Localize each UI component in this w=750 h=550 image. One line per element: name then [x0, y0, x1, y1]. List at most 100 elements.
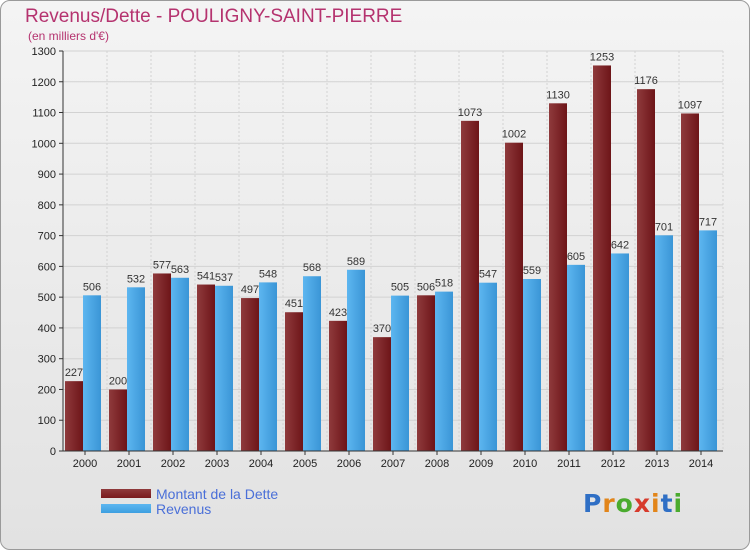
x-tick-label: 2000 — [73, 458, 97, 470]
bar-dette — [109, 389, 127, 451]
data-label-dette: 506 — [417, 281, 435, 293]
data-label-revenus: 717 — [699, 216, 717, 228]
legend-swatch-revenus — [101, 504, 151, 513]
data-label-revenus: 589 — [347, 256, 365, 268]
logo-letter: i — [651, 489, 661, 518]
data-label-dette: 423 — [329, 307, 347, 319]
legend-label-revenus: Revenus — [156, 501, 212, 517]
data-label-dette: 577 — [153, 259, 171, 271]
x-tick-label: 2014 — [689, 458, 713, 470]
bar-revenus — [215, 285, 233, 451]
bar-dette — [461, 120, 479, 451]
x-tick-label: 2010 — [513, 458, 537, 470]
y-tick-label: 0 — [50, 446, 56, 458]
data-label-dette: 497 — [241, 284, 259, 296]
bar-dette — [329, 320, 347, 451]
bar-dette — [197, 284, 215, 451]
data-label-revenus: 532 — [127, 273, 145, 285]
data-label-dette: 1253 — [590, 51, 614, 63]
bar-revenus — [347, 269, 365, 451]
y-tick-label: 100 — [38, 415, 56, 427]
bar-dette — [285, 312, 303, 451]
bar-revenus — [259, 282, 277, 451]
x-tick-label: 2008 — [425, 458, 449, 470]
axis-layer: 0 100 200 300 400 500 600 700 800 900 1000 1100 1200… — [32, 46, 723, 470]
data-label-revenus: 506 — [83, 281, 101, 293]
data-label-dette: 370 — [373, 323, 391, 335]
y-tick-label: 1000 — [32, 138, 56, 150]
logo-letter: i — [673, 489, 684, 518]
x-tick-label: 2003 — [205, 458, 229, 470]
data-label-dette: 1130 — [546, 89, 570, 101]
bar-dette — [241, 298, 259, 451]
bar-revenus — [655, 235, 673, 451]
bar-dette — [505, 142, 523, 451]
data-label-revenus: 518 — [435, 278, 453, 290]
data-label-revenus: 559 — [523, 265, 541, 277]
bar-dette — [373, 337, 391, 451]
data-label-dette: 227 — [65, 367, 83, 379]
data-label-revenus: 701 — [655, 221, 673, 233]
proxiti-logo: Proxiti — [583, 489, 683, 518]
bar-dette — [593, 65, 611, 451]
bars-layer — [65, 65, 717, 452]
logo-letter: P — [583, 489, 603, 518]
y-tick-label: 400 — [38, 323, 56, 335]
data-label-dette: 1002 — [502, 129, 526, 141]
data-label-dette: 541 — [197, 271, 215, 283]
y-tick-label: 600 — [38, 261, 56, 273]
data-label-dette: 1176 — [634, 75, 658, 87]
y-tick-label: 1300 — [32, 46, 56, 58]
bar-revenus — [127, 287, 145, 451]
logo-letter: x — [633, 489, 651, 518]
x-tick-label: 2011 — [557, 458, 581, 470]
bar-revenus — [699, 230, 717, 451]
data-label-revenus: 548 — [259, 268, 277, 280]
legend-swatch-dette — [101, 489, 151, 498]
x-tick-label: 2012 — [601, 458, 625, 470]
y-tick-label: 300 — [38, 354, 56, 366]
legend-label-dette: Montant de la Dette — [156, 486, 279, 502]
data-label-dette: 1073 — [458, 107, 482, 119]
y-tick-label: 800 — [38, 200, 56, 212]
x-tick-label: 2002 — [161, 458, 185, 470]
x-tick-label: 2001 — [117, 458, 141, 470]
y-tick-label: 700 — [38, 231, 56, 243]
bar-revenus — [435, 291, 453, 451]
y-tick-label: 200 — [38, 384, 56, 396]
data-label-revenus: 563 — [171, 264, 189, 276]
bar-dette — [549, 103, 567, 452]
bar-dette — [681, 113, 699, 451]
data-label-revenus: 568 — [303, 262, 321, 274]
bar-dette — [637, 89, 655, 452]
x-tick-label: 2006 — [337, 458, 361, 470]
bar-dette — [417, 295, 435, 451]
x-tick-label: 2013 — [645, 458, 669, 470]
x-tick-label: 2005 — [293, 458, 317, 470]
bar-revenus — [567, 264, 585, 451]
logo-letter: r — [602, 489, 616, 518]
data-label-revenus: 605 — [567, 251, 585, 263]
x-tick-label: 2009 — [469, 458, 493, 470]
data-label-revenus: 537 — [215, 272, 233, 284]
data-label-dette: 451 — [285, 298, 303, 310]
data-label-revenus: 547 — [479, 269, 497, 281]
data-label-revenus: 505 — [391, 282, 409, 294]
bar-dette — [65, 381, 83, 451]
bar-revenus — [171, 277, 189, 451]
data-label-revenus: 642 — [611, 239, 629, 251]
chart-title: Revenus/Dette - POULIGNY-SAINT-PIERRE — [25, 6, 403, 27]
data-label-dette: 200 — [109, 375, 127, 387]
bar-revenus — [611, 253, 629, 451]
bar-revenus — [83, 295, 101, 451]
chart-subtitle: (en milliers d'€) — [28, 29, 109, 43]
logo-letter: t — [660, 489, 674, 518]
bar-revenus — [523, 279, 541, 451]
y-tick-label: 1200 — [32, 77, 56, 89]
bar-revenus — [391, 295, 409, 451]
y-tick-label: 900 — [38, 169, 56, 181]
logo-letter: o — [615, 489, 634, 518]
